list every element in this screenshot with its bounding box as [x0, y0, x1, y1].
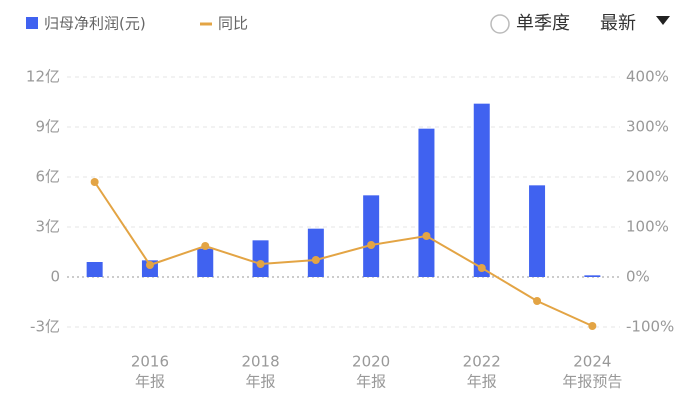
legend-bar: 归母净利润(元) [44, 15, 146, 33]
line-point [90, 178, 99, 186]
line-point [145, 261, 154, 269]
x-tick-sublabel: 年报预告 [562, 373, 622, 391]
bar [197, 248, 214, 277]
bar [584, 275, 601, 277]
line-point [477, 264, 486, 272]
y-tick-label: 3亿 [35, 218, 60, 236]
line-point [588, 322, 597, 330]
bar [418, 128, 435, 277]
line [93, 181, 593, 327]
x-tick-label: 2024 [573, 353, 611, 371]
line-point [256, 260, 265, 268]
x-tick-sublabel: 年报 [246, 373, 276, 391]
legend-swatch-bar [26, 17, 38, 29]
x-tick-label: 2016 [131, 353, 169, 371]
x-tick-label: 2022 [463, 353, 501, 371]
bar [86, 262, 103, 277]
x-tick-label: 2018 [241, 353, 279, 371]
y2-tick-label: 100% [626, 218, 669, 236]
y2-tick-label: 400% [626, 68, 669, 86]
x-tick-sublabel: 年报 [467, 373, 497, 391]
x-tick-sublabel: 年报 [135, 373, 165, 391]
bar [252, 240, 269, 277]
radio[interactable] [490, 14, 510, 34]
line-point [201, 242, 210, 250]
toggle-label[interactable]: 单季度 [516, 13, 570, 34]
line-point [311, 256, 320, 264]
y2-tick-label: 200% [626, 168, 669, 186]
line-point [367, 241, 376, 249]
bar [307, 228, 324, 277]
y2-tick-label: 0% [626, 268, 650, 286]
line-point [422, 232, 431, 240]
y2-tick-label: 300% [626, 118, 669, 136]
bar [363, 195, 380, 277]
x-tick-sublabel: 年报 [356, 373, 386, 391]
x-tick-label: 2020 [352, 353, 390, 371]
dropdown-arrow[interactable] [656, 16, 670, 25]
line-point [533, 297, 542, 305]
y-tick-label: 6亿 [35, 168, 60, 186]
y-tick-label: 0 [50, 268, 60, 286]
dropdown-label[interactable]: 最新 [600, 13, 636, 34]
bar [529, 185, 546, 277]
y-tick-label: -3亿 [30, 318, 60, 336]
y-tick-label: 12亿 [26, 68, 60, 86]
legend-line: 同比 [218, 15, 248, 33]
bar [473, 103, 490, 278]
y-tick-label: 9亿 [35, 118, 60, 136]
y2-tick-label: -100% [626, 318, 674, 336]
